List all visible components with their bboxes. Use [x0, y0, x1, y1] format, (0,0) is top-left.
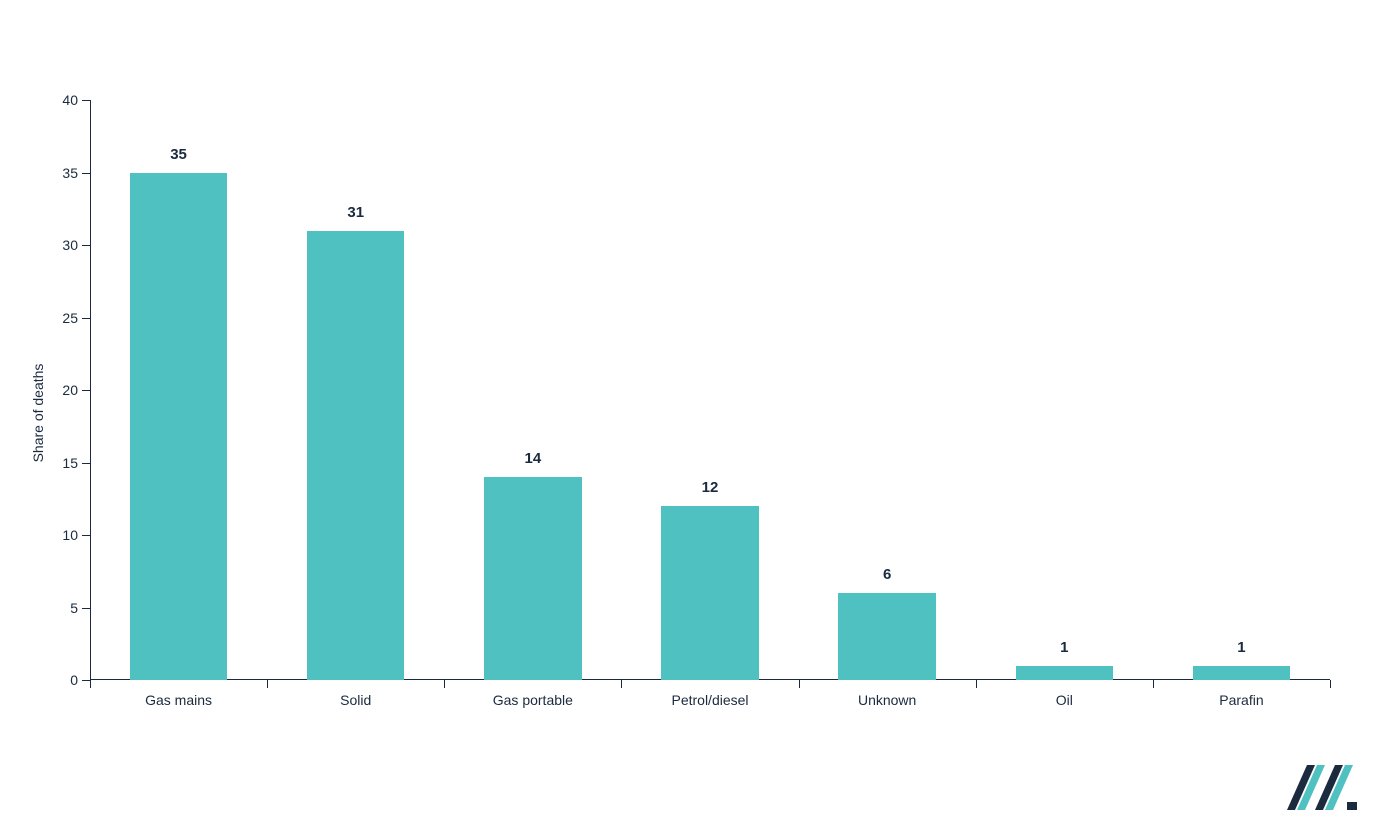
y-tick-label: 25: [38, 310, 78, 326]
y-tick-label: 30: [38, 237, 78, 253]
y-tick: [82, 463, 90, 464]
brand-logo: [1287, 765, 1357, 810]
x-tick: [976, 680, 977, 688]
bar-value-label: 6: [883, 566, 891, 583]
x-tick-label: Unknown: [858, 692, 916, 708]
x-tick-label: Gas portable: [493, 692, 573, 708]
y-tick: [82, 173, 90, 174]
x-tick-label: Oil: [1056, 692, 1073, 708]
x-tick: [90, 680, 91, 688]
y-tick-label: 5: [38, 600, 78, 616]
bar: [307, 231, 404, 681]
y-axis-title: Share of deaths: [30, 363, 46, 462]
y-tick-label: 40: [38, 92, 78, 108]
y-tick-label: 0: [38, 672, 78, 688]
y-tick-label: 35: [38, 165, 78, 181]
x-tick: [444, 680, 445, 688]
bar: [838, 593, 935, 680]
x-tick-label: Solid: [340, 692, 371, 708]
bar-value-label: 12: [702, 479, 719, 496]
y-tick: [82, 608, 90, 609]
x-tick-label: Parafin: [1219, 692, 1263, 708]
x-tick-label: Gas mains: [145, 692, 212, 708]
x-tick: [621, 680, 622, 688]
y-tick: [82, 100, 90, 101]
bar-value-label: 1: [1060, 639, 1068, 656]
bar-value-label: 35: [170, 146, 187, 163]
y-tick-label: 10: [38, 527, 78, 543]
y-tick: [82, 318, 90, 319]
bar-value-label: 31: [347, 204, 364, 221]
plot-area: 051015202530354035Gas mains31Solid14Gas …: [90, 100, 1330, 680]
bar: [130, 173, 227, 681]
bar-value-label: 1: [1237, 639, 1245, 656]
chart-container: 051015202530354035Gas mains31Solid14Gas …: [0, 0, 1382, 825]
y-tick: [82, 245, 90, 246]
x-tick: [1330, 680, 1331, 688]
y-axis-line: [90, 100, 91, 680]
bar: [484, 477, 581, 680]
y-tick: [82, 535, 90, 536]
x-tick-label: Petrol/diesel: [671, 692, 748, 708]
bar: [661, 506, 758, 680]
x-tick: [267, 680, 268, 688]
y-tick: [82, 680, 90, 681]
bar: [1193, 666, 1290, 681]
bar-value-label: 14: [525, 450, 542, 467]
x-tick: [1153, 680, 1154, 688]
x-tick: [799, 680, 800, 688]
y-tick: [82, 390, 90, 391]
bar: [1016, 666, 1113, 681]
